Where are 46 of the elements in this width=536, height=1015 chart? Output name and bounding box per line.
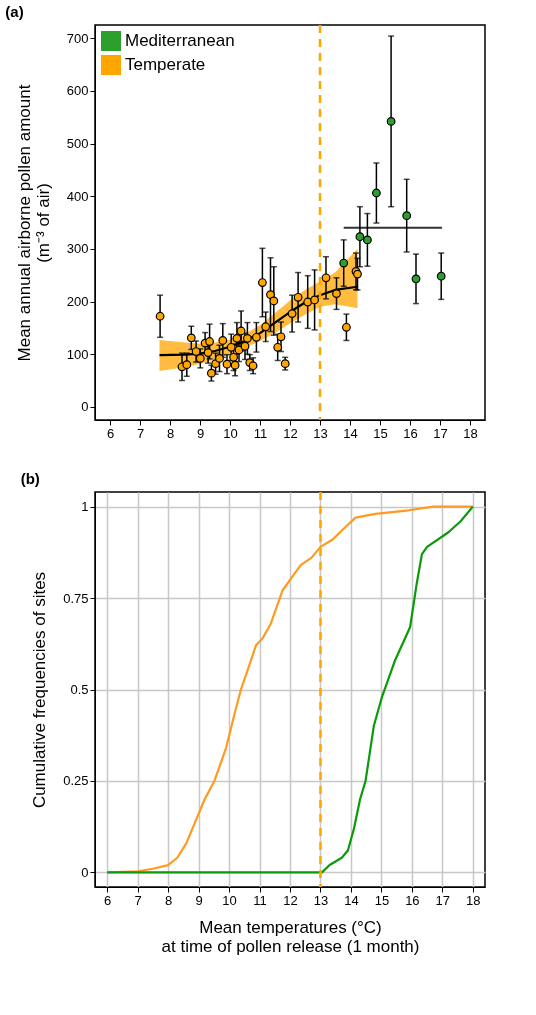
legend-label: Mediterranean — [125, 31, 235, 50]
x-tick-label: 13 — [313, 425, 328, 441]
y-axis-title: Mean annual airborne pollen amount (m⁻³ of air) — [14, 84, 53, 362]
x-tick-label: 15 — [373, 425, 388, 441]
y-tick-label: 400 — [66, 188, 89, 204]
x-tick-label: 10 — [222, 892, 237, 908]
x-tick-label: 15 — [374, 892, 390, 908]
y-tick-label: 0.75 — [63, 590, 89, 606]
y-tick-label: 0.25 — [63, 773, 89, 789]
x-tick-label: 17 — [433, 425, 448, 441]
y-tick-label: 700 — [66, 30, 89, 46]
x-tick-label: 12 — [283, 425, 298, 441]
x-tick-label: 14 — [343, 425, 358, 441]
x-tick-label: 13 — [313, 892, 329, 908]
x-tick-label: 6 — [104, 892, 112, 908]
y-tick-label: 0.5 — [70, 682, 89, 697]
chart-title: (b) — [20, 469, 40, 487]
y-tick-label: 1 — [81, 499, 89, 515]
x-tick-label: 7 — [136, 425, 145, 441]
x-tick-label: 16 — [405, 892, 420, 908]
x-axis-title: Mean temperatures (°C) at time of pollen release (1 month) — [161, 917, 420, 956]
x-tick-label: 11 — [253, 425, 268, 441]
x-tick-label: 14 — [344, 892, 359, 908]
x-tick-label: 12 — [283, 892, 298, 908]
chart-title: (a) — [5, 2, 24, 20]
x-tick-label: 9 — [196, 425, 205, 441]
y-tick-label: 200 — [66, 294, 89, 309]
x-tick-label: 6 — [106, 425, 115, 441]
y-tick-label: 300 — [66, 241, 89, 257]
x-tick-label: 16 — [403, 425, 418, 441]
x-tick-label: 8 — [166, 425, 175, 441]
x-tick-label: 7 — [134, 892, 142, 908]
legend-label: Temperate — [125, 55, 206, 74]
y-tick-label: 600 — [66, 83, 89, 99]
y-tick-label: 0 — [81, 399, 89, 415]
y-tick-label: 500 — [66, 136, 89, 151]
x-tick-label: 11 — [253, 892, 267, 908]
y-tick-label: 100 — [66, 346, 89, 362]
y-axis-title: Cumulative frequencies of sites — [30, 571, 50, 809]
x-tick-label: 18 — [463, 425, 478, 441]
x-tick-label: 17 — [435, 892, 451, 908]
x-tick-label: 18 — [466, 892, 481, 908]
x-tick-label: 9 — [195, 892, 203, 908]
x-tick-label: 8 — [165, 892, 173, 908]
y-tick-label: 0 — [81, 864, 89, 880]
x-tick-label: 10 — [223, 425, 238, 441]
